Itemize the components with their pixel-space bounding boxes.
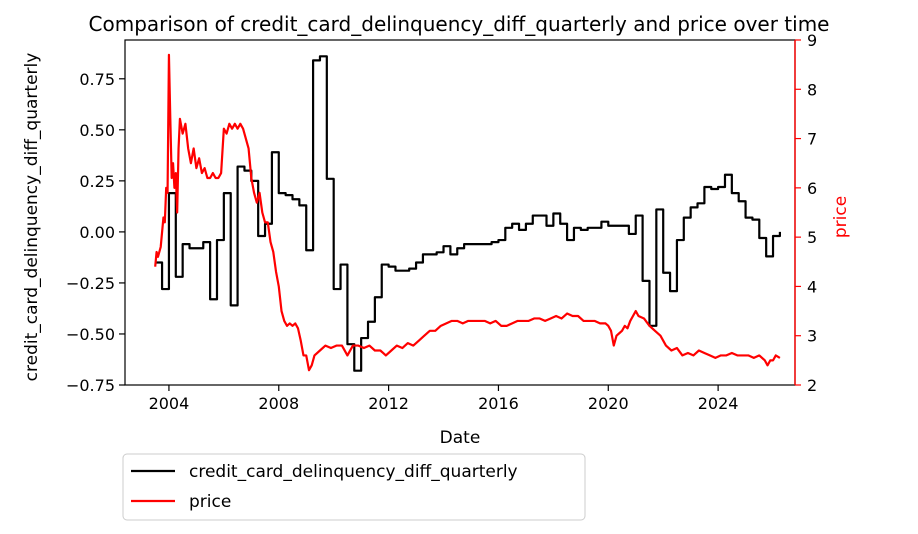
right-axis-label: price <box>831 196 851 238</box>
left-tick-label: 0.00 <box>79 223 115 242</box>
right-tick-label: 6 <box>807 179 817 198</box>
right-tick-label: 4 <box>807 277 817 296</box>
chart-title: Comparison of credit_card_delinquency_di… <box>89 12 830 36</box>
legend-label-credit-card: credit_card_delinquency_diff_quarterly <box>189 462 518 482</box>
series-layer <box>154 53 781 372</box>
left-tick-label: −0.75 <box>66 376 115 395</box>
right-tick-label: 7 <box>807 130 817 149</box>
x-tick-label: 2024 <box>698 394 739 413</box>
left-axis-ticks: −0.75 −0.50 −0.25 0.00 0.25 0.50 0.75 <box>66 70 125 395</box>
legend: credit_card_delinquency_diff_quarterly p… <box>122 453 586 521</box>
right-tick-label: 9 <box>807 31 817 50</box>
right-tick-label: 2 <box>807 376 817 395</box>
x-axis-label: Date <box>440 428 481 448</box>
x-tick-label: 2020 <box>588 394 629 413</box>
x-tick-label: 2012 <box>368 394 409 413</box>
x-tick-label: 2016 <box>478 394 519 413</box>
right-tick-label: 3 <box>807 327 817 346</box>
x-tick-label: 2008 <box>258 394 299 413</box>
credit-card-delinquency-series-line <box>155 55 781 372</box>
right-axis-ticks: 2 3 4 5 6 7 8 9 <box>794 31 817 395</box>
plot-area-frame <box>124 39 796 386</box>
right-tick-label: 8 <box>807 80 817 99</box>
left-tick-label: −0.50 <box>66 325 115 344</box>
x-axis-ticks: 2004 2008 2012 2016 2020 2024 <box>149 385 739 413</box>
left-tick-label: −0.25 <box>66 274 115 293</box>
left-tick-label: 0.50 <box>79 121 115 140</box>
right-tick-label: 5 <box>807 228 817 247</box>
price-series-line <box>154 53 781 372</box>
legend-label-price: price <box>189 492 231 512</box>
left-tick-label: 0.25 <box>79 172 115 191</box>
x-tick-label: 2004 <box>149 394 190 413</box>
left-tick-label: 0.75 <box>79 70 115 89</box>
left-axis-label: credit_card_delinquency_diff_quarterly <box>22 53 42 382</box>
legend-box <box>122 453 586 521</box>
